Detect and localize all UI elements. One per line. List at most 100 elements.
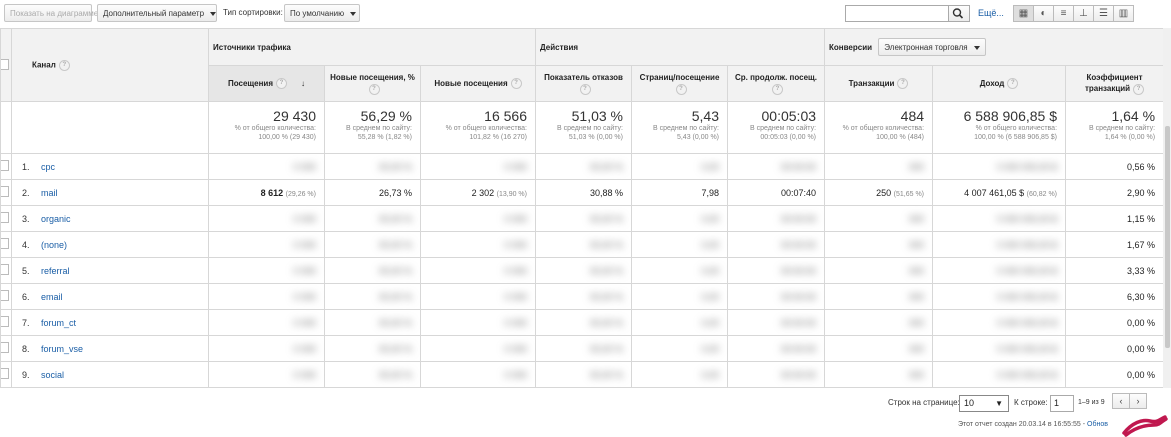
cell-conversion-rate: 0,56 % xyxy=(1065,153,1165,180)
redacted-value: 00:00:00 xyxy=(780,265,817,276)
goto-row-input[interactable]: 1 xyxy=(1050,395,1074,412)
select-all-checkbox[interactable] xyxy=(1,58,9,70)
column-header-bounce-rate[interactable]: Показатель отказов? xyxy=(535,65,632,102)
rows-per-page-select[interactable]: 10 ▼ xyxy=(959,395,1009,412)
select-all-cell xyxy=(0,28,12,102)
plot-rows-button[interactable]: Показать на диаграмме xyxy=(4,4,98,22)
help-icon[interactable]: ? xyxy=(1133,83,1145,95)
channel-link[interactable]: (none) xyxy=(41,239,68,250)
cell-avg-duration: 00:00:00 xyxy=(726,361,826,388)
comparison-view-icon[interactable]: ⊥ xyxy=(1073,5,1094,22)
row-checkbox[interactable] xyxy=(1,264,9,275)
pivot-view-icon[interactable]: ▥ xyxy=(1113,5,1134,22)
table-row: 2. mail 8 612 (29,26 %) 26,73 % 2 302 (13,90… xyxy=(0,179,1165,206)
total-detail: 100,00 % (484) xyxy=(876,134,925,141)
row-number: 5. xyxy=(22,265,30,276)
next-page-button[interactable]: › xyxy=(1129,393,1147,409)
cell-new-sessions-pct: 00,00 % xyxy=(324,283,421,310)
row-number: 7. xyxy=(22,317,30,328)
conversion-type-dropdown[interactable]: Электронная торговля xyxy=(878,38,986,56)
channel-link[interactable]: forum_vse xyxy=(41,343,84,354)
secondary-dimension-dropdown[interactable]: Дополнительный параметр xyxy=(97,4,217,22)
channel-link[interactable]: cpc xyxy=(41,161,56,172)
row-checkbox[interactable] xyxy=(1,160,9,171)
more-link[interactable]: Ещё... xyxy=(978,8,1004,18)
help-icon[interactable]: ? xyxy=(510,78,522,90)
cell-pages-per-session: 0,00 xyxy=(631,153,728,180)
row-checkbox[interactable] xyxy=(1,186,9,197)
column-header-transactions[interactable]: Транзакции? xyxy=(824,65,934,102)
redacted-value: 000 xyxy=(908,239,925,250)
report-toolbar: Показать на диаграмме Дополнительный пар… xyxy=(0,0,1171,28)
row-number: 6. xyxy=(22,291,30,302)
row-checkbox-cell xyxy=(0,153,12,180)
cell-value: 7,98 xyxy=(701,187,719,198)
column-header-new-sessions[interactable]: Новые посещения? xyxy=(420,65,536,102)
search-button[interactable] xyxy=(949,5,970,22)
cell-transactions: 000 xyxy=(824,309,934,336)
column-label: Канал xyxy=(32,60,56,70)
cell-new-sessions: 0 000 xyxy=(420,231,536,258)
column-header-avg-duration[interactable]: Ср. продолж. посещ.? xyxy=(726,65,826,102)
cell-revenue: 0 000 000,00 $ xyxy=(932,309,1067,336)
redacted-value: 00,00 % xyxy=(589,161,623,172)
cell-sessions: 0 000 xyxy=(208,153,325,180)
row-checkbox[interactable] xyxy=(1,316,9,327)
pie-view-icon[interactable]: ◐ xyxy=(1033,5,1054,22)
column-header-channel[interactable]: Канал? xyxy=(11,28,209,102)
cell-value: 00:07:40 xyxy=(780,187,817,198)
row-checkbox[interactable] xyxy=(1,290,9,301)
term-cloud-view-icon[interactable]: ☰ xyxy=(1093,5,1114,22)
total-pages-per-session: 5,43 В среднем по сайту: 5,43 (0,00 %) xyxy=(631,101,728,154)
prev-page-button[interactable]: ‹ xyxy=(1112,393,1130,409)
totals-spacer xyxy=(0,101,12,154)
row-checkbox[interactable] xyxy=(1,212,9,223)
totals-spacer xyxy=(11,101,209,154)
performance-view-icon[interactable]: ≡ xyxy=(1053,5,1074,22)
redacted-value: 00,00 % xyxy=(378,213,412,224)
help-icon[interactable]: ? xyxy=(368,83,380,95)
channel-link[interactable]: mail xyxy=(41,187,58,198)
row-checkbox[interactable] xyxy=(1,368,9,379)
row-checkbox[interactable] xyxy=(1,238,9,249)
chevron-down-icon xyxy=(210,11,217,16)
cell-sessions: 0 000 xyxy=(208,257,325,284)
redacted-value: 00:00:00 xyxy=(780,317,817,328)
cell-sessions: 0 000 xyxy=(208,283,325,310)
column-header-sessions[interactable]: Посещения? ↓ xyxy=(208,65,325,102)
column-label: Транзакции xyxy=(848,78,895,88)
channel-link[interactable]: organic xyxy=(41,213,71,224)
search-input[interactable] xyxy=(845,5,949,22)
redacted-value: 0 000 xyxy=(504,291,527,302)
refresh-link[interactable]: Обнов xyxy=(1087,421,1108,428)
help-icon[interactable]: ? xyxy=(675,83,687,95)
channel-link[interactable]: email xyxy=(41,291,63,302)
help-icon[interactable]: ? xyxy=(58,59,70,71)
help-icon[interactable]: ? xyxy=(897,78,909,90)
cell-share: (51,65 %) xyxy=(893,190,925,198)
help-icon[interactable]: ? xyxy=(1007,78,1019,90)
channel-link[interactable]: forum_ct xyxy=(41,317,77,328)
row-checkbox[interactable] xyxy=(1,342,9,353)
table-view-icon[interactable]: ▦ xyxy=(1013,5,1034,22)
cell-avg-duration: 00:00:00 xyxy=(726,153,826,180)
help-icon[interactable]: ? xyxy=(772,83,783,95)
cell-conversion-rate: 2,90 % xyxy=(1065,179,1165,206)
help-icon[interactable]: ? xyxy=(579,83,591,95)
help-icon[interactable]: ? xyxy=(276,78,288,90)
channel-link[interactable]: referral xyxy=(41,265,70,276)
channel-link[interactable]: social xyxy=(41,369,65,380)
cell-conversion-rate: 3,33 % xyxy=(1065,257,1165,284)
chevron-down-icon xyxy=(350,11,357,16)
column-header-new-sessions-pct[interactable]: Новые посещения, %? xyxy=(324,65,421,102)
report-footer: Этот отчет создан 20.03.14 в 16:55:55 - … xyxy=(958,421,1108,428)
column-header-revenue[interactable]: Доход? xyxy=(932,65,1067,102)
row-number: 3. xyxy=(22,213,30,224)
column-label: Доход xyxy=(979,78,1005,88)
total-caption: В среднем по сайту: xyxy=(652,125,719,132)
scrollbar-thumb[interactable] xyxy=(1165,126,1170,348)
column-header-conversion-rate[interactable]: Коэффициент транзакций? xyxy=(1065,65,1165,102)
sort-type-dropdown[interactable]: По умолчанию xyxy=(284,4,360,22)
total-value: 5,43 xyxy=(691,108,719,124)
column-header-pages-per-session[interactable]: Страниц/посещение? xyxy=(631,65,728,102)
